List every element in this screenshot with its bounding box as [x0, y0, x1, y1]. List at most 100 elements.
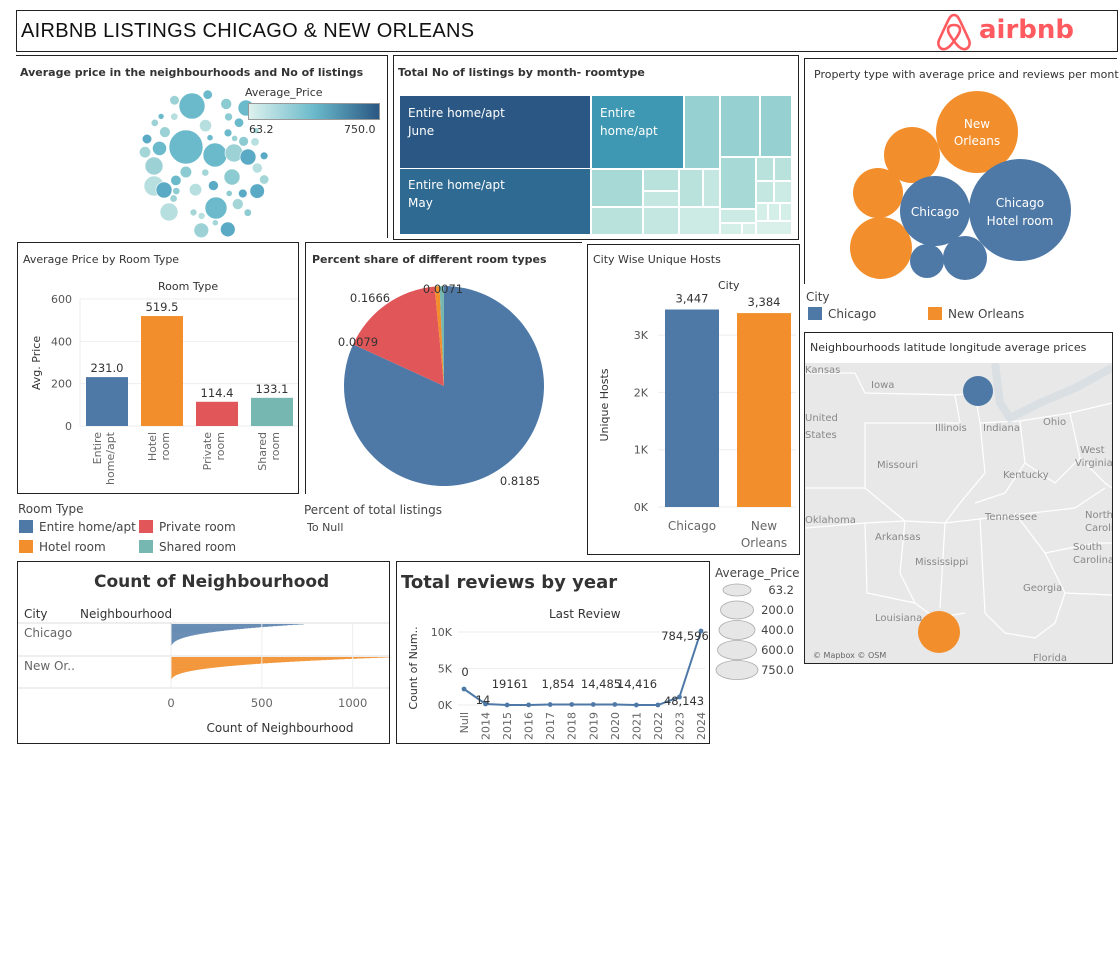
neighbourhood-bubble	[144, 156, 164, 176]
panel-title: City Wise Unique Hosts	[593, 253, 721, 266]
neighbourhood-bubble	[193, 222, 209, 238]
neighbourhood-bubble	[243, 208, 252, 217]
treemap-cell-entire	[592, 96, 683, 168]
x-tick-label: 500	[251, 696, 273, 710]
neighbourhood-bubble	[169, 194, 178, 203]
treemap-label: Entire home/apt	[408, 106, 505, 120]
legend-item-shared[interactable]: Shared room	[139, 540, 236, 554]
x-tick-label: 2024	[695, 712, 708, 740]
legend-item-new-orleans[interactable]: New Orleans	[928, 307, 1024, 321]
neighbourhood-bubble	[259, 174, 270, 185]
neighbourhood-bubble	[170, 112, 179, 121]
x-tick-label: Chicago	[668, 519, 716, 533]
bar	[251, 397, 293, 426]
neighbourhood-bubble	[239, 148, 257, 166]
neighbourhood-bubble	[139, 146, 151, 159]
neighbourhood-bubble	[152, 141, 167, 156]
property-type-panel: Property type with average price and rev…	[804, 58, 1119, 284]
dashboard-title: AIRBNB LISTINGS CHICAGO & NEW ORLEANS	[21, 20, 475, 42]
airbnb-logo-text: airbnb	[979, 15, 1075, 45]
map-label: West	[1080, 445, 1105, 456]
bar	[196, 401, 238, 426]
room-legend-title: Room Type	[18, 502, 84, 516]
panel-title: Average price in the neighbourhoods and …	[20, 66, 364, 79]
listings-treemap[interactable]: Entire home/apt June Entire home/apt Ent…	[400, 96, 792, 236]
color-legend-title: Average_Price	[245, 86, 323, 99]
color-legend-gradient	[248, 103, 380, 120]
size-legend-circle	[722, 583, 752, 597]
data-label: 14,416	[617, 677, 657, 691]
pie-value-label: 0.0079	[338, 335, 378, 349]
x-tick-label: New	[751, 519, 777, 533]
airbnb-logo-icon	[937, 13, 971, 51]
y-tick-label: 1K	[634, 444, 649, 457]
treemap-label: Entire home/apt	[408, 178, 505, 192]
review-point	[633, 702, 639, 708]
x-tick-label: 2014	[480, 712, 493, 740]
room-price-bar-chart[interactable]: Avg. Price 0 200 400 600 231.0 Entire home/apt 5…	[18, 293, 298, 493]
bar	[141, 316, 183, 426]
neighbourhood-bubble	[220, 221, 236, 238]
bubble-label: Hotel room	[987, 214, 1054, 228]
header-bar: AIRBNB LISTINGS CHICAGO & NEW ORLEANS ai…	[16, 10, 1118, 52]
size-legend-circle	[717, 640, 757, 660]
treemap-label: June	[407, 124, 434, 138]
column-header-city: City	[24, 607, 48, 621]
data-label: 19161	[492, 677, 529, 691]
neighbourhood-bubble	[170, 174, 182, 186]
x-tick-label: 2015	[501, 712, 514, 740]
row-label: New Or..	[24, 659, 75, 673]
neighbourhood-bubble	[179, 165, 193, 179]
neighbourhood-bubble	[159, 126, 171, 138]
map-label: Ohio	[1043, 417, 1066, 428]
neighbourhood-bubble	[249, 183, 265, 199]
review-line	[463, 630, 702, 706]
review-point	[569, 702, 575, 707]
x-tick-label: room	[214, 432, 227, 460]
size-legend-title: Average_Price	[715, 566, 800, 580]
legend-item-chicago[interactable]: Chicago	[808, 307, 876, 321]
unique-hosts-bar-chart[interactable]: Unique Hosts 0K 1K 2K 3K 3,447 Chicago 3,384 New…	[588, 285, 800, 555]
neighbourhood-bubble	[234, 117, 245, 128]
map-label: Florida	[1033, 653, 1067, 663]
map-label: Missouri	[877, 460, 918, 471]
neighbourhood-bubble	[208, 180, 219, 191]
y-tick-label: 0K	[438, 699, 453, 712]
row-label: Chicago	[24, 626, 72, 640]
legend-item-private[interactable]: Private room	[139, 520, 236, 534]
data-label: 784,596	[661, 629, 709, 643]
neighbourhood-bubbles[interactable]	[134, 88, 274, 238]
neighbourhood-bubble	[225, 190, 233, 197]
x-tick-label: Shared	[256, 432, 269, 471]
legend-item-hotel[interactable]: Hotel room	[19, 540, 106, 554]
data-label: 1,854	[542, 677, 575, 691]
neighbourhood-count-chart[interactable]: Chicago New Or.. 0 500 1000 Count of Neighbou…	[18, 620, 389, 742]
treemap-label: Entire	[600, 106, 635, 120]
neighbourhood-map[interactable]: © Mapbox © OSM Iowa Illinois Indiana Ohio We…	[805, 363, 1112, 663]
neighbourhood-bubble	[201, 168, 210, 177]
neighbourhood-bubble	[189, 208, 198, 217]
y-tick-label: 200	[51, 378, 72, 391]
property-bubbles[interactable]: New Orleans Chicago Chicago Hotel room	[805, 59, 1117, 284]
map-label: Mississippi	[915, 557, 968, 568]
percent-legend-title: Percent of total listings	[304, 503, 443, 517]
neighbourhood-bubble	[223, 168, 241, 186]
neighbourhood-bubble	[150, 118, 159, 127]
room-type-pie[interactable]: 0.8185 0.1666 0.0079 0.0071	[306, 243, 582, 493]
map-label: Oklahoma	[805, 515, 856, 526]
review-point	[677, 694, 682, 700]
column-header: Room Type	[158, 280, 219, 293]
y-tick-label: 10K	[431, 626, 453, 639]
map-label: Georgia	[1023, 583, 1062, 594]
y-tick-label: 5K	[438, 663, 453, 676]
map-label: Iowa	[871, 380, 894, 391]
size-legend-label: 63.2	[768, 583, 794, 597]
size-legend-label: 750.0	[761, 663, 794, 677]
neighbourhood-bubble	[159, 202, 179, 222]
bar-value-label: 3,384	[748, 295, 781, 309]
x-tick-label: 2023	[673, 712, 686, 740]
pie-slice	[434, 286, 444, 386]
pie-value-label: 0.1666	[350, 291, 390, 305]
legend-item-entire[interactable]: Entire home/apt	[19, 520, 136, 534]
